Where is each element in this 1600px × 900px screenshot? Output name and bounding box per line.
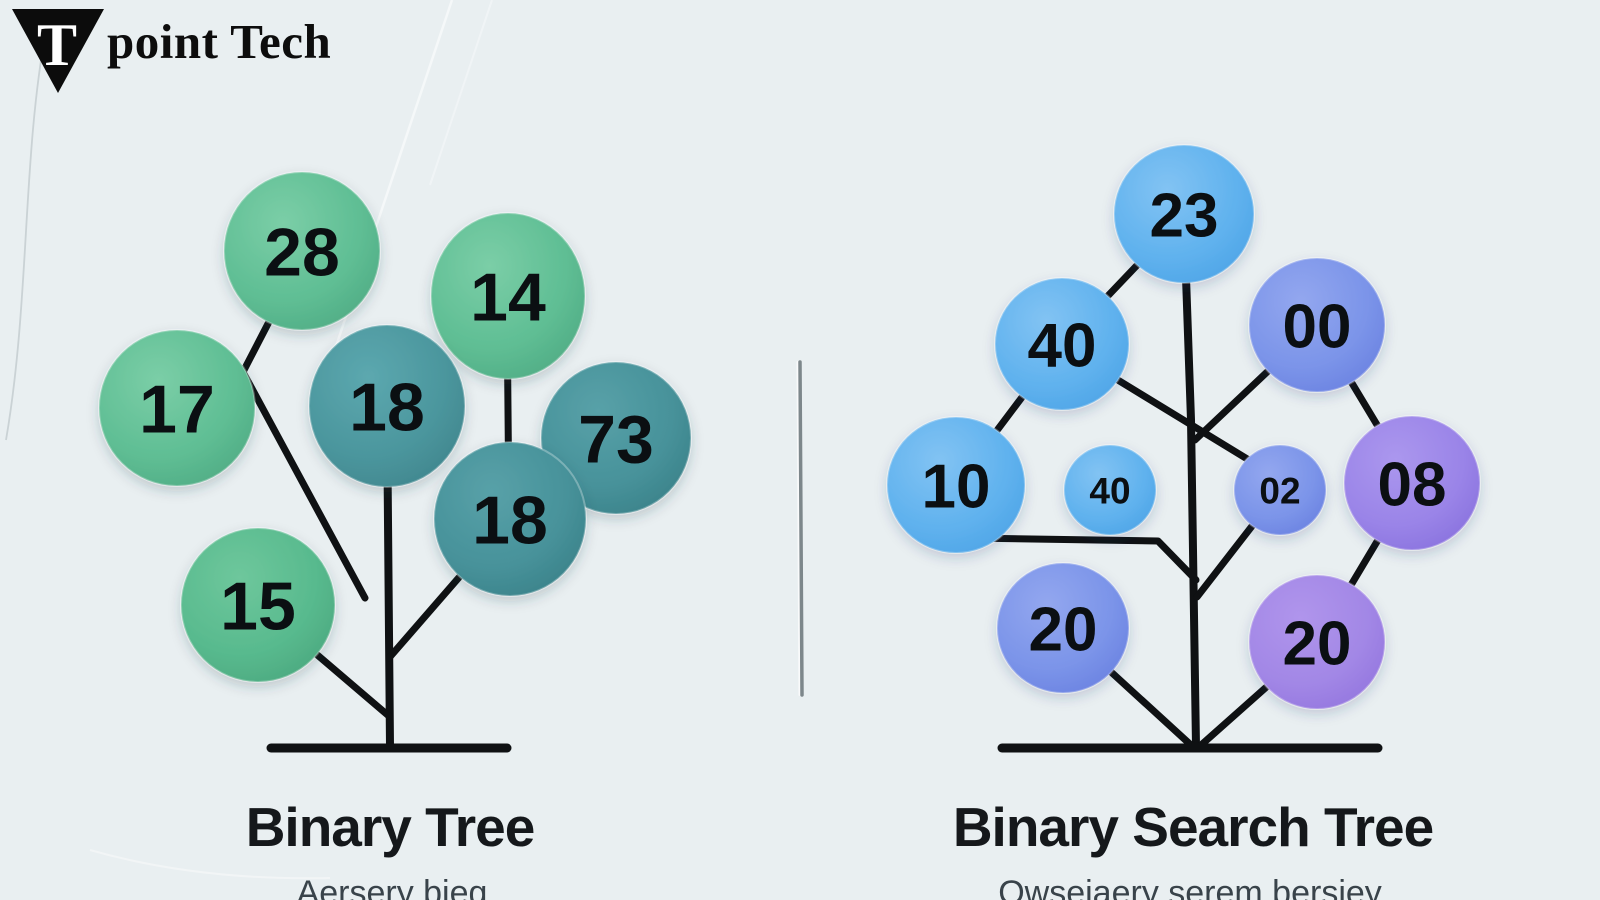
node-23: 23: [1113, 144, 1255, 284]
logo-triangle-icon: [12, 9, 104, 93]
node-18-lower-label: 18: [472, 482, 548, 558]
node-20-right: 20: [1248, 574, 1386, 710]
node-00: 00: [1248, 257, 1386, 393]
node-28: 28: [223, 171, 381, 331]
node-18-lower: 18: [433, 441, 587, 597]
texture-curve: [5, 29, 47, 441]
background-texture: [5, 0, 493, 880]
node-14-circle: [430, 212, 586, 380]
node-10: 10: [886, 416, 1026, 554]
texture-curve: [89, 849, 331, 880]
node-20-left-label: 20: [1029, 595, 1098, 664]
logo-wordmark: point Tech: [107, 14, 331, 69]
node-17: 17: [98, 329, 256, 487]
node-08-label: 08: [1378, 450, 1447, 519]
binary-tree-title: Binary Tree: [246, 796, 535, 858]
binary-tree-nodes: 28 14 17 18 73 18: [98, 171, 692, 683]
node-40-small-circle: [1063, 444, 1157, 536]
trunk-right: [1180, 216, 1200, 750]
binary-tree: 28 14 17 18 73 18: [98, 171, 692, 900]
node-08-circle: [1343, 415, 1481, 551]
branch-40-02: [1104, 370, 1266, 472]
node-28-label: 28: [264, 214, 340, 290]
node-02-circle: [1233, 444, 1327, 536]
node-23-circle: [1113, 144, 1255, 284]
node-20-right-label: 20: [1283, 609, 1352, 678]
divider-line: [798, 360, 804, 697]
node-18-center: 18: [308, 324, 466, 488]
node-73: 73: [540, 361, 692, 515]
texture-streak: [316, 0, 454, 401]
node-40: 40: [994, 277, 1130, 411]
node-73-circle: [540, 361, 692, 515]
node-10-circle: [886, 416, 1026, 554]
node-23-label: 23: [1150, 181, 1219, 250]
node-15-circle: [180, 527, 336, 683]
branch-10-40small-trunk: [966, 534, 1200, 584]
node-28-circle: [223, 171, 381, 331]
node-17-label: 17: [139, 371, 215, 447]
node-15: 15: [180, 527, 336, 683]
node-10-label: 10: [922, 452, 991, 521]
node-40-small-label: 40: [1089, 470, 1130, 511]
node-18-lower-circle: [433, 441, 587, 597]
node-20-left: 20: [996, 562, 1130, 694]
node-14-label: 14: [470, 259, 546, 335]
node-40-circle: [994, 277, 1130, 411]
node-40-label: 40: [1028, 311, 1097, 380]
node-00-label: 00: [1283, 292, 1352, 361]
node-08: 08: [1343, 415, 1481, 551]
node-00-circle: [1248, 257, 1386, 393]
node-02: 02: [1233, 444, 1327, 536]
logo: T point Tech: [12, 9, 331, 93]
node-20-left-circle: [996, 562, 1130, 694]
bst-subtitle: Owseiaery serem bersiey: [998, 874, 1382, 900]
node-20-right-circle: [1248, 574, 1386, 710]
binary-search-tree: 23 40 00 10 40 02: [886, 144, 1481, 900]
binary-tree-subtitle: Aersery bieg: [297, 874, 488, 900]
node-40-small: 40: [1063, 444, 1157, 536]
texture-streak: [429, 0, 493, 186]
node-15-label: 15: [220, 568, 296, 644]
divider: [796, 360, 804, 697]
bst-title: Binary Search Tree: [953, 796, 1433, 858]
node-18-center-circle: [308, 324, 466, 488]
node-73-label: 73: [578, 401, 654, 477]
bst-nodes: 23 40 00 10 40 02: [886, 144, 1481, 710]
divider-highlight: [796, 361, 801, 696]
node-02-label: 02: [1259, 470, 1300, 511]
node-18-center-label: 18: [349, 369, 425, 445]
node-17-circle: [98, 329, 256, 487]
node-14: 14: [430, 212, 586, 380]
logo-initial: T: [37, 12, 77, 78]
